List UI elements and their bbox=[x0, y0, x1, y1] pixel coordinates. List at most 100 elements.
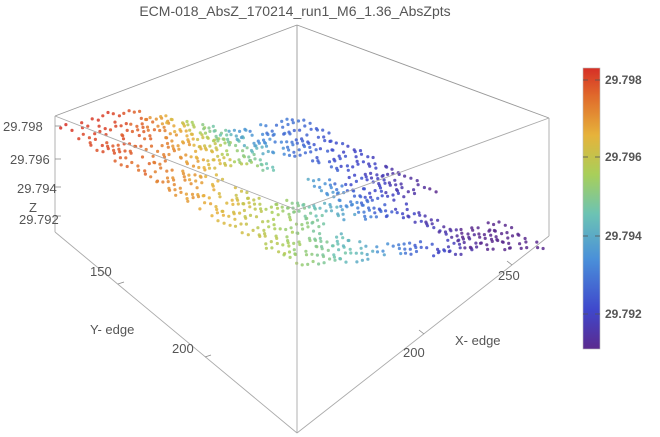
data-point bbox=[261, 132, 265, 136]
data-point bbox=[64, 123, 68, 127]
data-point bbox=[478, 241, 483, 245]
data-point bbox=[164, 136, 168, 140]
y-axis-label: Y- edge bbox=[90, 322, 134, 337]
data-point bbox=[90, 117, 94, 121]
data-point bbox=[335, 192, 340, 196]
data-point bbox=[338, 157, 342, 161]
data-point bbox=[185, 119, 189, 124]
data-point bbox=[281, 125, 285, 129]
data-point bbox=[406, 190, 410, 194]
data-point bbox=[377, 182, 381, 186]
data-point bbox=[314, 214, 318, 218]
data-point bbox=[239, 189, 244, 193]
data-point bbox=[273, 140, 277, 144]
data-point bbox=[483, 236, 487, 240]
data-point bbox=[287, 148, 291, 152]
data-point bbox=[112, 148, 116, 152]
data-point bbox=[306, 262, 310, 266]
data-point bbox=[337, 154, 341, 158]
data-point bbox=[316, 159, 320, 163]
data-point bbox=[242, 208, 246, 213]
data-point bbox=[275, 241, 279, 246]
data-point bbox=[430, 242, 434, 246]
data-point bbox=[352, 148, 356, 152]
data-point bbox=[246, 196, 250, 200]
x-tick-label: 200 bbox=[403, 345, 425, 360]
data-point bbox=[317, 225, 321, 229]
data-point bbox=[281, 209, 285, 213]
data-point bbox=[335, 166, 339, 170]
data-point bbox=[193, 173, 197, 177]
data-point bbox=[356, 206, 360, 210]
data-point bbox=[295, 141, 299, 145]
data-point bbox=[318, 147, 322, 151]
data-point bbox=[165, 121, 169, 125]
data-point bbox=[196, 159, 200, 163]
data-point bbox=[271, 165, 275, 169]
data-point bbox=[274, 234, 278, 238]
data-point bbox=[358, 240, 362, 244]
data-point bbox=[284, 227, 288, 232]
data-point bbox=[402, 195, 406, 199]
data-point bbox=[318, 236, 322, 240]
data-point bbox=[149, 137, 153, 141]
data-point bbox=[243, 127, 247, 131]
data-point bbox=[95, 148, 99, 152]
data-point bbox=[156, 149, 160, 153]
data-point bbox=[220, 152, 224, 156]
data-point bbox=[203, 131, 208, 135]
data-point bbox=[409, 176, 413, 180]
data-point bbox=[228, 158, 232, 162]
data-point bbox=[194, 179, 198, 183]
data-point bbox=[81, 132, 85, 136]
data-point bbox=[328, 139, 332, 143]
data-point bbox=[278, 227, 282, 231]
data-point bbox=[234, 193, 238, 197]
data-point bbox=[206, 159, 210, 163]
data-point bbox=[339, 204, 343, 208]
data-point bbox=[264, 242, 268, 246]
data-point bbox=[243, 215, 247, 219]
data-point bbox=[536, 246, 540, 250]
data-point bbox=[264, 124, 268, 128]
data-point bbox=[207, 163, 211, 167]
data-point bbox=[253, 157, 257, 161]
data-point bbox=[304, 253, 309, 257]
data-point bbox=[136, 164, 140, 168]
data-point bbox=[387, 181, 391, 185]
data-point bbox=[415, 179, 419, 183]
data-point bbox=[263, 140, 267, 145]
data-point bbox=[298, 128, 302, 132]
data-point bbox=[250, 133, 254, 137]
data-point bbox=[183, 178, 187, 182]
data-point bbox=[189, 155, 193, 159]
data-point bbox=[306, 177, 310, 181]
data-point bbox=[252, 202, 257, 206]
data-point bbox=[474, 241, 478, 245]
data-point bbox=[161, 180, 165, 184]
data-point bbox=[178, 155, 183, 159]
data-point bbox=[313, 237, 317, 241]
data-point bbox=[450, 235, 454, 239]
data-point bbox=[355, 159, 359, 163]
data-point bbox=[370, 198, 374, 202]
data-point bbox=[163, 159, 167, 163]
data-point bbox=[207, 126, 211, 130]
data-point bbox=[510, 234, 515, 238]
data-point bbox=[454, 228, 458, 232]
data-point bbox=[169, 117, 173, 121]
data-point bbox=[363, 195, 367, 199]
data-point bbox=[162, 153, 166, 157]
data-point bbox=[258, 202, 262, 206]
data-point bbox=[287, 130, 291, 134]
data-point bbox=[143, 169, 147, 173]
data-point bbox=[308, 121, 312, 125]
data-point bbox=[264, 207, 268, 211]
data-point bbox=[402, 242, 406, 246]
data-point bbox=[475, 245, 479, 249]
data-point bbox=[119, 163, 123, 167]
data-point bbox=[436, 251, 440, 255]
data-point bbox=[100, 143, 104, 148]
data-point bbox=[321, 253, 325, 257]
data-point bbox=[165, 176, 170, 180]
